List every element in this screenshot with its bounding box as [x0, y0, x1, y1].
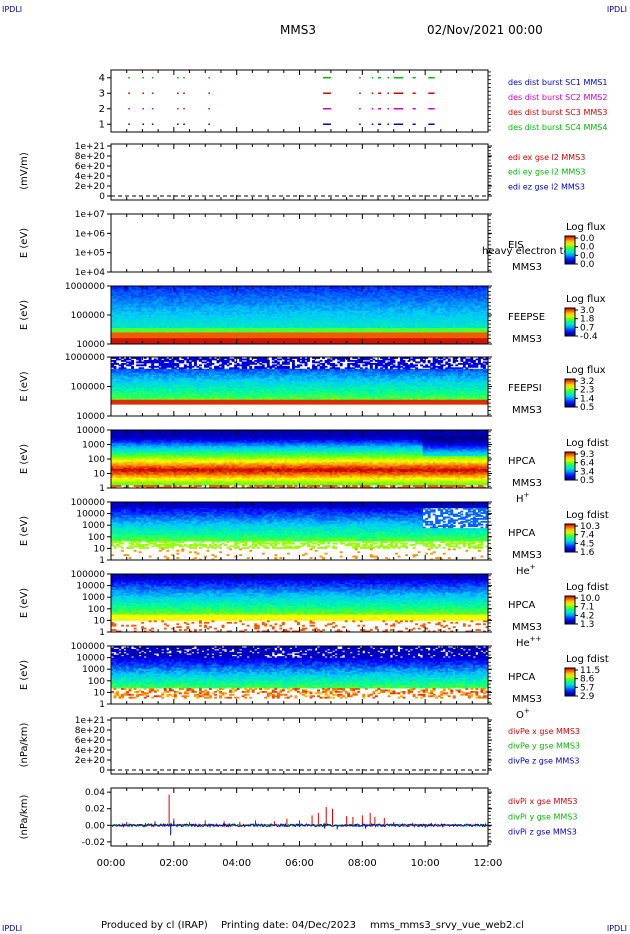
- y-tick-label: 2: [99, 104, 105, 115]
- instrument-overlay-label-eis: heavy electron to: [482, 246, 570, 257]
- colorbar-fill-eis: [565, 236, 575, 264]
- y-tick-label: 4: [99, 73, 105, 84]
- y-tick-label: 1e+21: [75, 142, 105, 152]
- legend-des-dist-burst-sc1-mms1: des dist burst SC1 MMS1: [508, 78, 607, 87]
- y-tick-label: 0: [99, 192, 105, 202]
- y-tick-label: 1e+05: [75, 249, 105, 259]
- y-tick-label: 4e+20: [75, 172, 106, 182]
- y-tick-label: 3: [99, 88, 105, 99]
- y-tick-label: 6e+20: [75, 162, 106, 172]
- spectrogram-feepse: [111, 286, 488, 344]
- y-axis-label-eis: E (eV): [19, 228, 30, 258]
- legend-des-dist-burst-sc2-mms2: des dist burst SC2 MMS2: [508, 93, 607, 102]
- legend-edi-ey-gse-l2-mms3: edi ey gse l2 MMS3: [508, 168, 586, 177]
- legend-des-dist-burst-sc4-mms4: des dist burst SC4 MMS4: [508, 123, 607, 132]
- multi-panel-plot: 1 2 3 4 des dist burst SC1 MMS1 des dist burs…: [0, 0, 630, 934]
- colorbar-title-eis: Log flux: [566, 222, 606, 233]
- panel-frame-eis: [111, 214, 488, 272]
- y-tick-label: 8e+20: [75, 152, 106, 162]
- legend-edi-ez-gse-l2-mms3: edi ez gse l2 MMS3: [508, 182, 585, 191]
- panel-frame-edi: [111, 144, 488, 200]
- y-tick-label: 1: [99, 119, 105, 130]
- panel-frame-burst: [111, 70, 488, 132]
- y-tick-label: 1e+07: [75, 210, 105, 220]
- y-tick-label: 1e+06: [75, 229, 106, 239]
- y-tick-label: 2e+20: [75, 182, 106, 192]
- colorbar-tick-label: 0.0: [580, 260, 595, 270]
- y-tick-label: 1e+04: [75, 268, 106, 278]
- y-axis-label-edi: (mV/m): [19, 152, 30, 190]
- legend-des-dist-burst-sc3-mms3: des dist burst SC3 MMS3: [508, 108, 607, 117]
- legend-edi-ex-gse-l2-mms3: edi ex gse l2 MMS3: [508, 153, 585, 162]
- spacecraft-label-eis: MMS3: [512, 262, 542, 273]
